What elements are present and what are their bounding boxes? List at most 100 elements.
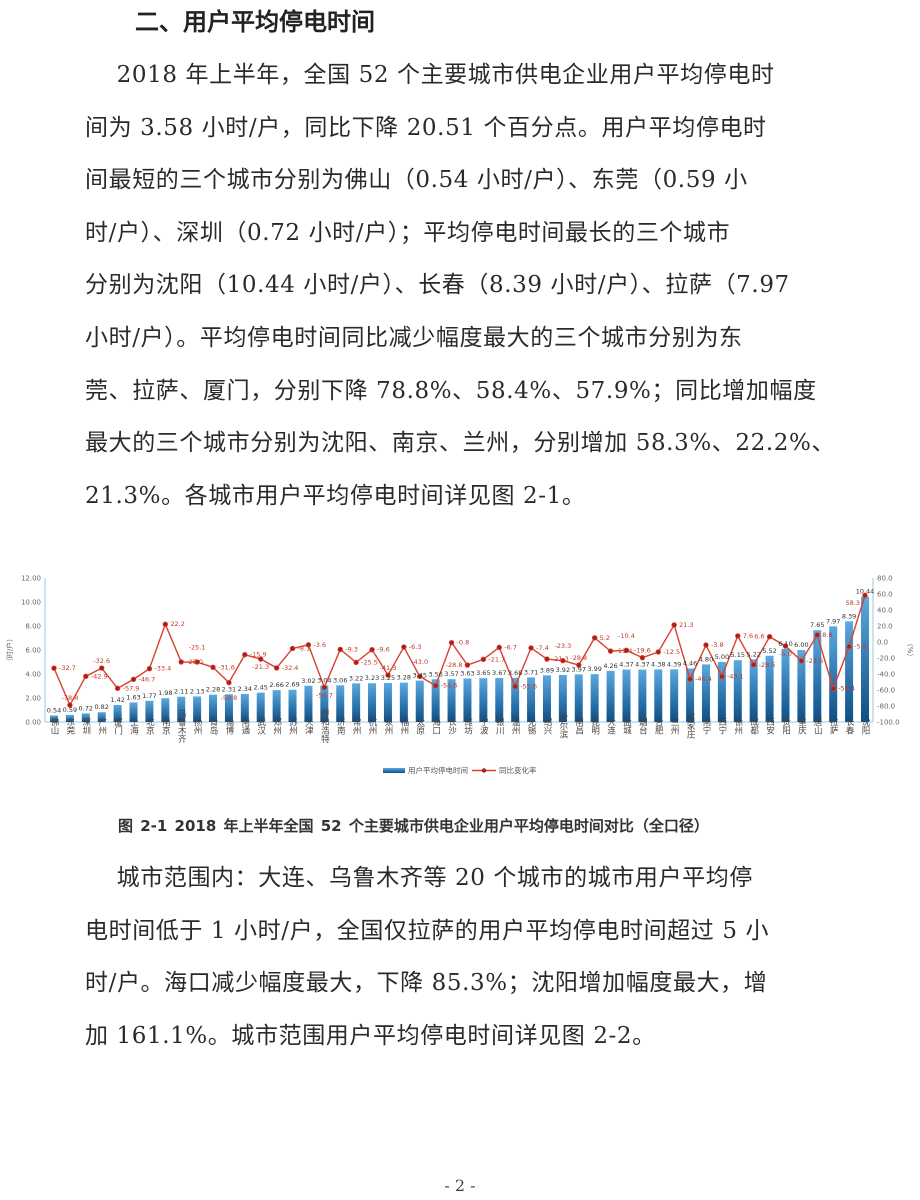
bar (161, 698, 170, 722)
bar (50, 715, 58, 722)
bar (590, 674, 599, 722)
bar (209, 694, 218, 722)
change-rate-point (99, 665, 105, 671)
bar-value-label: 1.42 (110, 696, 124, 704)
bar-value-label: 1.98 (158, 689, 172, 697)
change-rate-point (814, 632, 820, 638)
bar-value-label: 2.11 (174, 688, 188, 696)
change-rate-point (51, 665, 57, 671)
category-label: 盐城 (621, 717, 631, 736)
change-rate-label: 58.3 (846, 599, 860, 607)
bar (829, 626, 838, 722)
category-label: 佛山 (49, 717, 59, 736)
category-label: 呼和浩特 (319, 708, 329, 743)
change-rate-label: -31.6 (218, 663, 235, 671)
change-rate-point (162, 621, 169, 627)
left-tick-label: 10.00 (21, 599, 41, 607)
bar-value-label: 3.65 (476, 669, 490, 677)
bar (336, 685, 345, 722)
bar (749, 659, 758, 722)
change-rate-point (226, 679, 232, 686)
legend-bar-swatch (383, 768, 405, 773)
bar-value-label: 3.71 (524, 668, 538, 676)
right-tick-label: -20.0 (877, 655, 895, 663)
change-rate-point (417, 673, 423, 680)
category-label: 温州 (510, 717, 520, 735)
bar (670, 669, 679, 722)
bar (861, 596, 869, 722)
category-label: 青岛 (208, 717, 218, 736)
change-rate-label: -5.8 (854, 643, 867, 651)
change-rate-label: -32.7 (59, 664, 76, 672)
change-rate-point (432, 682, 439, 689)
change-rate-label: -54.6 (441, 682, 458, 690)
bar (177, 696, 186, 722)
bar (431, 679, 440, 722)
bar-value-label: 0.82 (94, 703, 108, 711)
category-label: 北京 (144, 718, 154, 736)
category-label: 天津 (303, 718, 313, 736)
change-rate-point (639, 654, 646, 661)
change-rate-point (210, 664, 216, 670)
bar (272, 690, 281, 722)
change-rate-point (671, 622, 677, 628)
change-rate-point (369, 646, 375, 653)
category-label: 重庆 (796, 717, 806, 736)
change-rate-point (289, 645, 296, 652)
paragraph-line: 加 161.1%。城市范围用户平均停电时间详见图 2-2。 (85, 1022, 656, 1049)
bar (622, 669, 631, 722)
left-tick-label: 4.00 (25, 671, 41, 679)
bar (97, 712, 106, 722)
change-rate-label: -21.3 (552, 655, 569, 663)
bar (463, 678, 472, 722)
category-label: 扬州 (192, 717, 202, 735)
change-rate-label: -25.5 (361, 658, 378, 666)
change-rate-point (560, 657, 566, 664)
bar (256, 692, 265, 722)
right-tick-label: 60.0 (877, 591, 893, 599)
change-rate-label: 6.6 (754, 633, 764, 641)
left-tick-label: 12.00 (21, 575, 41, 583)
change-rate-label: -55.6 (520, 682, 537, 690)
category-label: 济南 (335, 717, 345, 735)
category-label: 哈尔滨 (558, 713, 568, 740)
right-tick-label: 0.0 (877, 639, 888, 647)
change-rate-point (496, 644, 502, 651)
bar-value-label: 5.52 (762, 647, 776, 655)
change-rate-label: -42.9 (91, 672, 108, 680)
bar-value-label: 1.77 (142, 692, 156, 700)
category-label: 唐山 (812, 717, 822, 736)
change-rate-label: -3.6 (313, 641, 326, 649)
change-rate-point (512, 683, 518, 690)
change-rate-label: -7.4 (536, 644, 549, 652)
bar (845, 621, 854, 722)
bar-value-label: 4.26 (603, 662, 617, 670)
change-rate-point (655, 649, 661, 655)
bar-value-label: 3.04 (317, 677, 331, 685)
category-label: 贵阳 (780, 717, 790, 736)
bar-value-label: 5.22 (746, 650, 760, 658)
section-title: 二、用户平均停电时间 (135, 8, 375, 36)
change-rate-label: -0.8 (457, 639, 470, 647)
category-label: 乌鲁木齐 (176, 708, 186, 744)
bar-value-label: 3.68 (508, 669, 522, 677)
category-label: 厦门 (113, 718, 123, 736)
change-rate-line (53, 595, 866, 707)
category-label: 宁波 (478, 717, 488, 736)
paragraph-line: 分别为沈阳（10.44 小时/户）、长春（8.39 小时/户）、拉萨（7.97 (85, 272, 790, 299)
change-rate-label: -9.6 (377, 646, 390, 654)
change-rate-point (719, 673, 725, 680)
category-label: 福州 (399, 717, 409, 735)
bar (813, 630, 822, 722)
bar-value-label: 2.31 (222, 685, 236, 693)
category-label: 南京 (160, 717, 170, 736)
legend-line-marker (481, 768, 487, 773)
change-rate-label: -3.8 (711, 641, 724, 649)
bar-value-label: 7.97 (826, 617, 840, 625)
change-rate-label: -25.0 (186, 658, 203, 666)
change-rate-point (178, 659, 184, 665)
bar (527, 677, 536, 722)
outage-time-chart: 0.00 2.00 4.00 6.00 8.00 10.00 12.00 -100.0 -80.… (5, 575, 914, 776)
bar-value-label: 3.56 (428, 670, 442, 678)
bar-value-label: 4.37 (619, 661, 633, 669)
